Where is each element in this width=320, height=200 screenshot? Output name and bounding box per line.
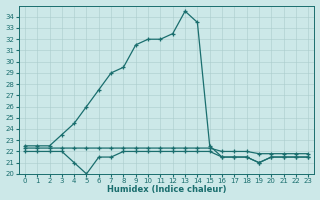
X-axis label: Humidex (Indice chaleur): Humidex (Indice chaleur)	[107, 185, 226, 194]
